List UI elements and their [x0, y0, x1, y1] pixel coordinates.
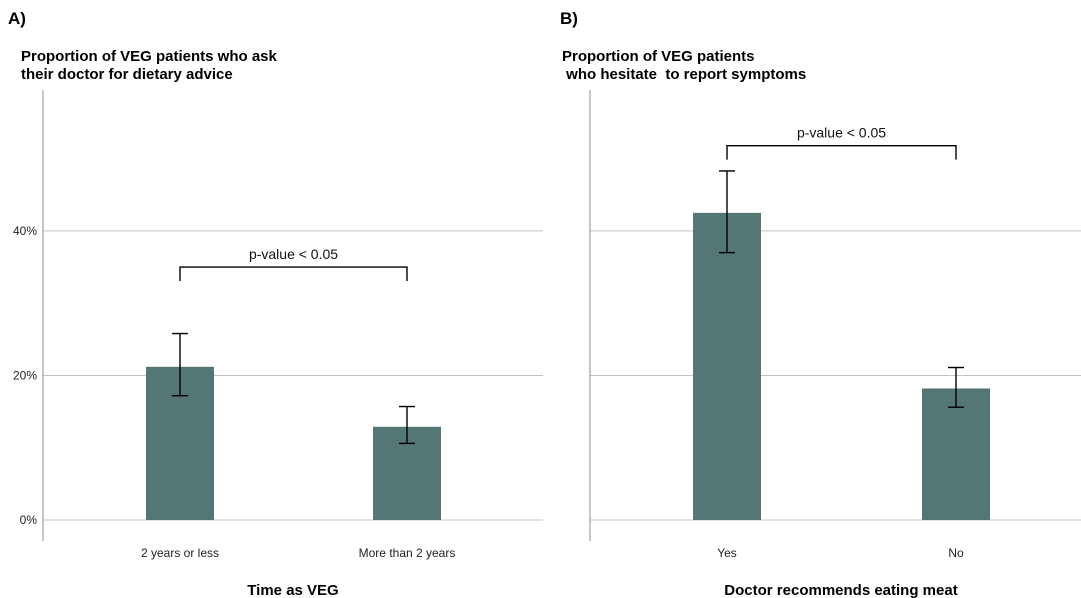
- panel-b-title-line-2: who hesitate to report symptoms: [562, 66, 806, 83]
- panel-a-x-tick-label-1: More than 2 years: [359, 546, 456, 560]
- panel-b-plot-area: Yes No p-value < 0.05: [589, 90, 1081, 560]
- panel-b-significance-bracket: [726, 144, 957, 160]
- panel-a-x-axis-title: Time as VEG: [247, 582, 338, 598]
- panel-b-x-tick-label-0: Yes: [717, 546, 737, 560]
- panel-a-significance-bracket: [179, 266, 408, 282]
- panel-a: A) Proportion of VEG patients who ask th…: [8, 9, 543, 598]
- panel-b-error-bar-0: [719, 170, 735, 254]
- panel-a-title-line-2: their doctor for dietary advice: [21, 66, 233, 83]
- panel-b-error-bar-1: [948, 366, 964, 408]
- panel-a-plot-area: 0% 20% 40% 2 years or less More than 2 years…: [13, 90, 543, 560]
- panel-b-x-axis-title: Doctor recommends eating meat: [724, 582, 957, 598]
- panel-a-error-bar-0: [172, 332, 188, 397]
- panel-b-title-line-1: Proportion of VEG patients: [562, 48, 755, 65]
- panel-a-y-tick-label-40: 40%: [13, 224, 37, 238]
- panel-b-bar-1: [922, 388, 990, 520]
- panel-b-bar-0: [693, 212, 761, 520]
- panel-b: B) Proportion of VEG patients who hesita…: [560, 9, 1081, 598]
- panel-b-x-tick-label-1: No: [948, 546, 964, 560]
- panel-a-error-bar-1: [399, 405, 415, 445]
- panel-a-title-line-1: Proportion of VEG patients who ask: [21, 48, 278, 65]
- panel-a-p-value-label: p-value < 0.05: [249, 246, 338, 262]
- panel-b-label: B): [560, 9, 578, 28]
- panel-a-label: A): [8, 9, 26, 28]
- panel-a-x-tick-label-0: 2 years or less: [141, 546, 219, 560]
- panel-a-y-tick-label-20: 20%: [13, 368, 37, 382]
- panel-a-y-tick-label-0: 0%: [20, 513, 38, 527]
- panel-b-p-value-label: p-value < 0.05: [797, 125, 886, 141]
